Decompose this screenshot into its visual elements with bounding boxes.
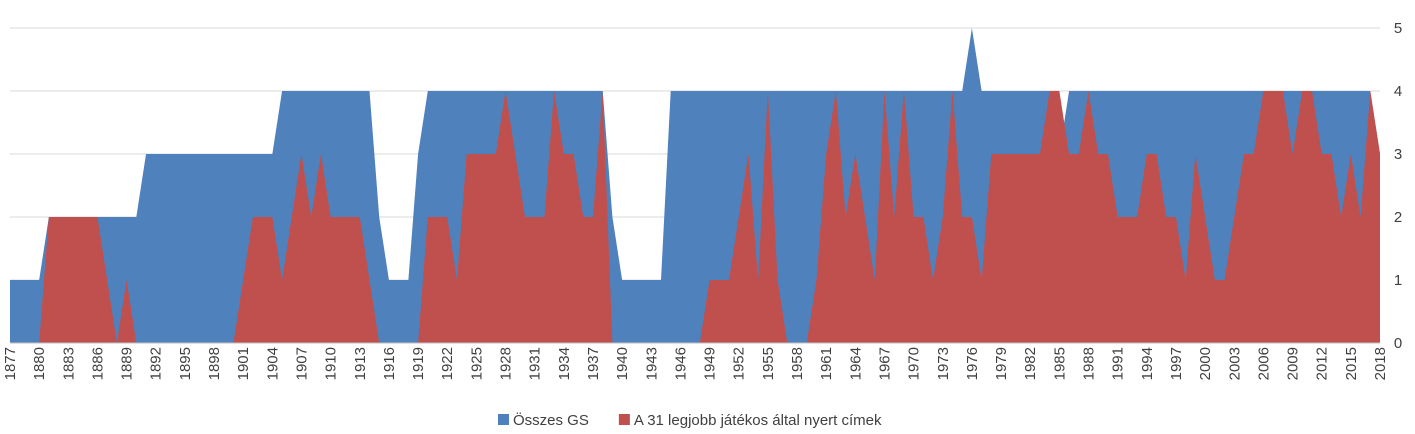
x-tick-label: 1877: [2, 347, 19, 380]
x-tick-label: 1880: [31, 347, 48, 380]
x-tick-label: 1937: [585, 347, 602, 380]
x-tick-label: 1949: [702, 347, 719, 380]
x-tick-label: 1994: [1139, 347, 1156, 380]
x-tick-label: 1961: [818, 347, 835, 380]
x-tick-label: 1886: [89, 347, 106, 380]
legend-label: Összes GS: [513, 411, 589, 429]
x-tick-label: 1898: [206, 347, 223, 380]
x-tick-label: 1925: [468, 347, 485, 380]
x-tick-label: 2015: [1343, 347, 1360, 380]
x-tick-label: 1991: [1110, 347, 1127, 380]
area: [10, 91, 1380, 343]
x-tick-label: 1958: [789, 347, 806, 380]
x-tick-label: 1907: [293, 347, 310, 380]
x-tick-label: 1973: [935, 347, 952, 380]
x-tick-label: 1988: [1081, 347, 1098, 380]
x-tick-label: 1985: [1051, 347, 1068, 380]
x-tick-label: 1904: [264, 347, 281, 380]
x-tick-label: 1910: [323, 347, 340, 380]
x-tick-label: 1889: [119, 347, 136, 380]
y-tick-label: 3: [1394, 146, 1402, 163]
x-tick-label: 1919: [410, 347, 427, 380]
x-tick-label: 1940: [614, 347, 631, 380]
x-tick-label: 1979: [993, 347, 1010, 380]
x-tick-label: 1895: [177, 347, 194, 380]
x-tick-label: 1913: [352, 347, 369, 380]
x-tick-label: 2006: [1255, 347, 1272, 380]
x-tick-label: 1916: [381, 347, 398, 380]
x-tick-label: 1976: [964, 347, 981, 380]
x-tick-label: 1952: [731, 347, 748, 380]
x-tick-label: 1934: [556, 347, 573, 380]
y-tick-label: 1: [1394, 272, 1402, 289]
x-tick-label: 1997: [1168, 347, 1185, 380]
x-tick-label: 1982: [1022, 347, 1039, 380]
x-tick-label: 1946: [672, 347, 689, 380]
x-tick-label: 2018: [1372, 347, 1389, 380]
x-tick-label: 2000: [1197, 347, 1214, 380]
y-tick-label: 5: [1394, 20, 1402, 37]
legend-label: A 31 legjobb játékos által nyert címek: [634, 412, 882, 429]
x-tick-label: 1892: [148, 347, 165, 380]
x-tick-label: 2009: [1285, 347, 1302, 380]
x-tick-label: 2003: [1226, 347, 1243, 380]
legend-swatch: [498, 414, 509, 425]
x-tick-label: 1943: [643, 347, 660, 380]
y-tick-label: 2: [1394, 209, 1402, 226]
x-tick-label: 1964: [847, 347, 864, 380]
x-tick-label: 1931: [527, 347, 544, 380]
y-tick-label: 4: [1394, 83, 1402, 100]
legend-swatch: [618, 414, 630, 425]
y-tick-label: 0: [1394, 335, 1402, 352]
x-tick-label: 1928: [498, 347, 515, 380]
legend: Összes GS A 31 legjobb játékos által nyer…: [498, 411, 882, 429]
x-tick-label: 1922: [439, 347, 456, 380]
x-tick-label: 1970: [906, 347, 923, 380]
x-tick-label: 1901: [235, 347, 252, 380]
x-tick-label: 1883: [60, 347, 77, 380]
x-tick-label: 1955: [760, 347, 777, 380]
x-tick-label: 2012: [1314, 347, 1331, 380]
x-tick-label: 1967: [876, 347, 893, 380]
